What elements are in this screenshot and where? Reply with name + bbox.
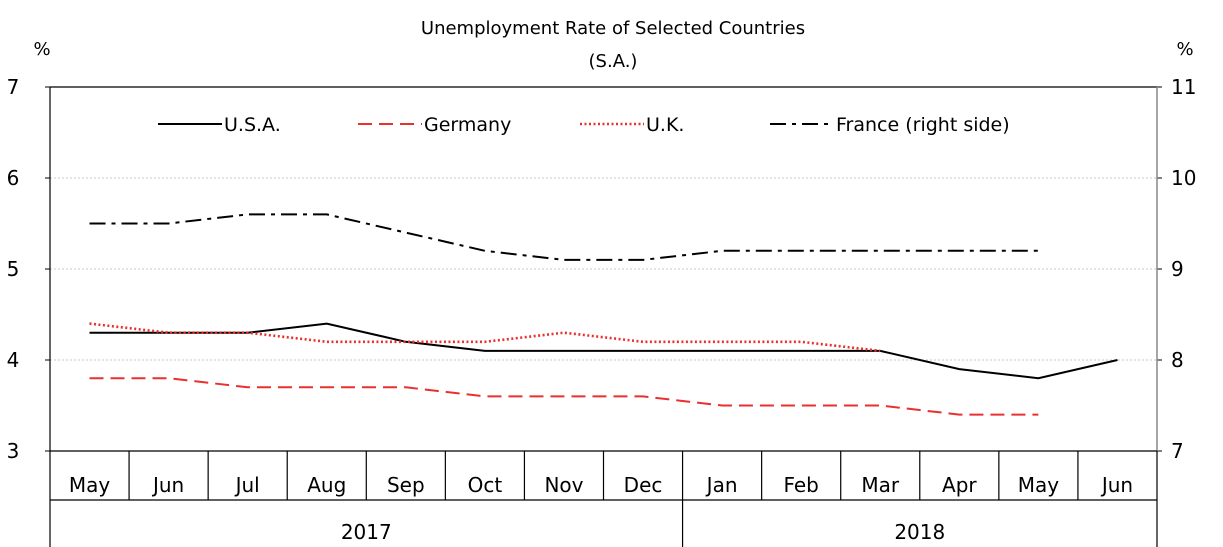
legend-label-u-k: U.K. — [646, 114, 684, 136]
right-axis-unit: % — [1176, 39, 1193, 60]
x-tick-label: Sep — [387, 473, 425, 497]
y-tick-right: 10 — [1171, 166, 1196, 190]
y-tick-right: 11 — [1171, 75, 1196, 99]
x-tick-label: Dec — [624, 473, 663, 497]
x-tick-label: Apr — [942, 473, 977, 497]
gridlines — [50, 177, 1157, 361]
left-axis-unit: % — [33, 39, 50, 60]
y-tick-left: 4 — [7, 348, 20, 372]
x-tick-label: Mar — [861, 473, 900, 497]
y-axis-ticks: 3 4 5 6 7 7 8 9 10 11 — [7, 75, 1197, 463]
y-tick-left: 7 — [7, 75, 20, 99]
series-lines — [89, 213, 1118, 416]
x-tick-label: Jan — [705, 473, 738, 497]
y-tick-right: 8 — [1171, 348, 1184, 372]
legend-label-germany: Germany — [424, 114, 511, 136]
y-tick-left: 5 — [7, 257, 20, 281]
x-tick-label: Feb — [783, 473, 818, 497]
y-tick-left: 6 — [7, 166, 20, 190]
x-tick-label: May — [1018, 473, 1060, 497]
series-line-u-s-a — [89, 322, 1118, 380]
y-tick-right: 9 — [1171, 257, 1184, 281]
legend-label-u-s-a: U.S.A. — [224, 114, 281, 136]
series-line-france-right-side — [89, 213, 1039, 261]
x-tick-label: Aug — [307, 473, 346, 497]
y-tick-left: 3 — [7, 439, 20, 463]
x-tick-label: Nov — [544, 473, 583, 497]
x-tick-label: Jul — [234, 473, 260, 497]
year-group-label: 2017 — [341, 520, 392, 544]
legend: U.S.A. Germany U.K. France (right side) — [158, 114, 1010, 136]
x-axis-categories: May Jun Jul Aug Sep Oct Nov Dec Jan Feb Mar Apr May J… — [49, 451, 1158, 547]
x-tick-label: Oct — [468, 473, 503, 497]
series-line-u-k — [89, 322, 881, 353]
y-tick-right: 7 — [1171, 439, 1184, 463]
x-tick-label: Jun — [151, 473, 184, 497]
x-tick-label: Jun — [1100, 473, 1133, 497]
chart-title: Unemployment Rate of Selected Countries — [421, 18, 805, 39]
year-group-label: 2018 — [894, 520, 945, 544]
chart-subtitle: (S.A.) — [589, 51, 638, 72]
x-tick-label: May — [69, 473, 111, 497]
legend-label-france-right-side: France (right side) — [836, 114, 1010, 136]
series-line-germany — [89, 377, 1039, 416]
